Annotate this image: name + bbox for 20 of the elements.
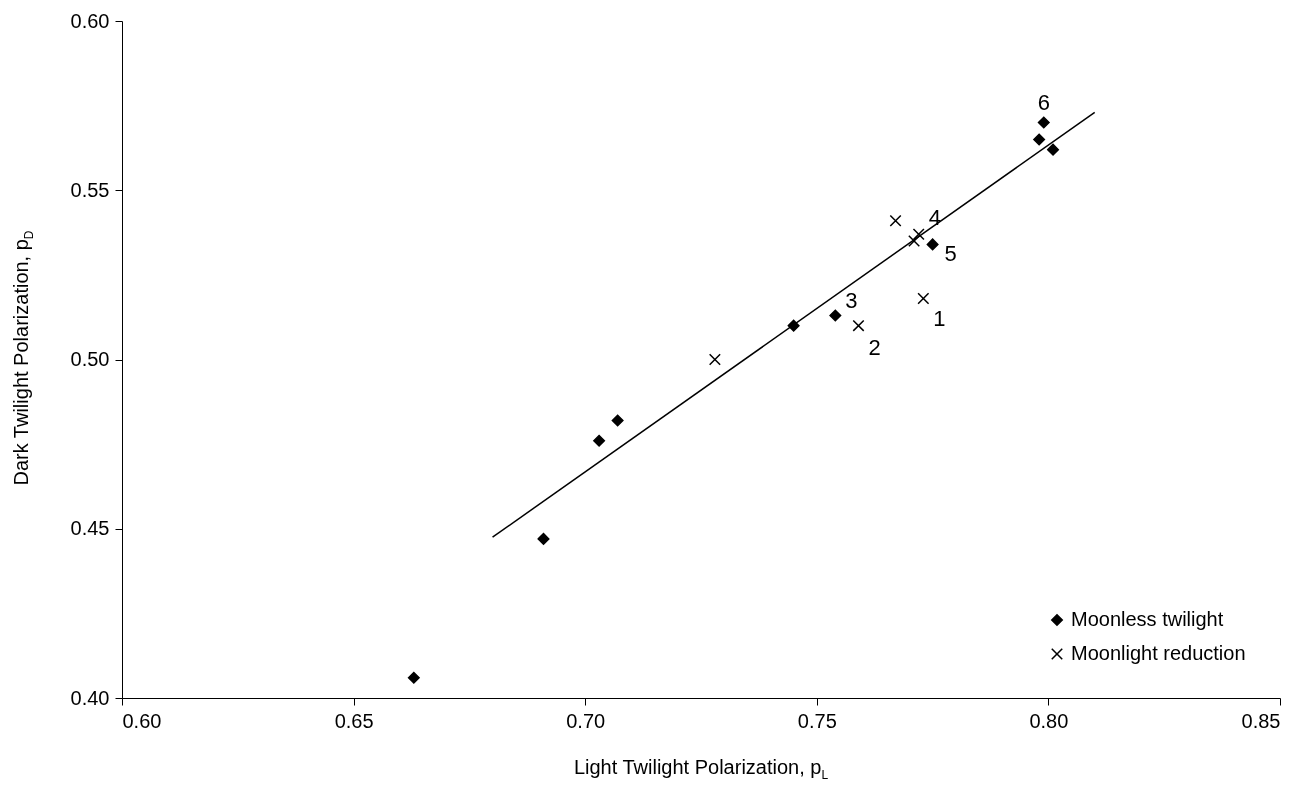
annotation: 4: [928, 205, 941, 231]
y-tick-label: 0.45: [70, 517, 110, 540]
x-tick-label: 0.75: [797, 709, 837, 732]
y-tick-label: 0.40: [70, 686, 110, 709]
annotation: 5: [944, 241, 957, 267]
annotation: 2: [868, 334, 881, 360]
x-tick-label: 0.80: [1029, 709, 1069, 732]
legend-label: Moonlight reduction: [1071, 642, 1246, 664]
legend-label: Moonless twilight: [1071, 608, 1224, 630]
x-tick-label: 0.70: [566, 709, 606, 732]
annotation: 3: [845, 288, 858, 314]
y-tick-label: 0.55: [70, 178, 110, 201]
y-tick-label: 0.50: [70, 348, 110, 370]
annotation: 6: [1037, 89, 1050, 115]
x-axis-title: Light Twilight Polarization, p$_{L}$: [572, 756, 830, 782]
x-tick-label: 0.85: [1241, 709, 1281, 732]
annotation: 1: [933, 305, 946, 331]
x-tick-label: 0.60: [122, 709, 162, 732]
x-tick-label: 0.65: [334, 709, 374, 732]
y-tick-label: 0.60: [70, 9, 110, 32]
